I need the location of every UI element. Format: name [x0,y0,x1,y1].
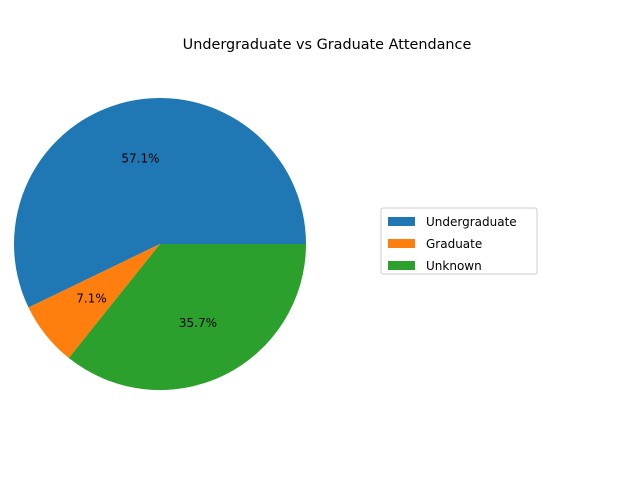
pct-label-undergraduate: 57.1% [121,152,159,166]
pie-percent-labels: 57.1% 7.1% 35.7% [76,152,217,330]
pct-label-graduate: 7.1% [76,292,107,306]
pie-slice-unknown [68,244,306,390]
pie-slice-undergraduate [13,97,307,308]
legend: Undergraduate Graduate Unknown [380,207,538,275]
legend-label-undergraduate: Undergraduate [426,215,517,229]
legend-swatch-graduate [388,239,415,248]
legend-swatch-undergraduate [388,217,415,226]
pie-slices [13,97,307,390]
pct-label-unknown: 35.7% [179,316,217,330]
pie-slice-graduate [28,244,160,359]
legend-label-graduate: Graduate [426,237,482,251]
legend-swatch-unknown [388,261,415,270]
legend-label-unknown: Unknown [426,259,482,273]
legend-frame [380,207,538,275]
chart-title: Undergraduate vs Graduate Attendance [183,37,472,53]
